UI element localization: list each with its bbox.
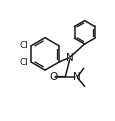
- Text: N: N: [72, 72, 80, 82]
- Text: Cl: Cl: [20, 58, 29, 67]
- Text: Cl: Cl: [20, 41, 29, 50]
- Text: O: O: [49, 72, 57, 82]
- Text: N: N: [65, 53, 73, 63]
